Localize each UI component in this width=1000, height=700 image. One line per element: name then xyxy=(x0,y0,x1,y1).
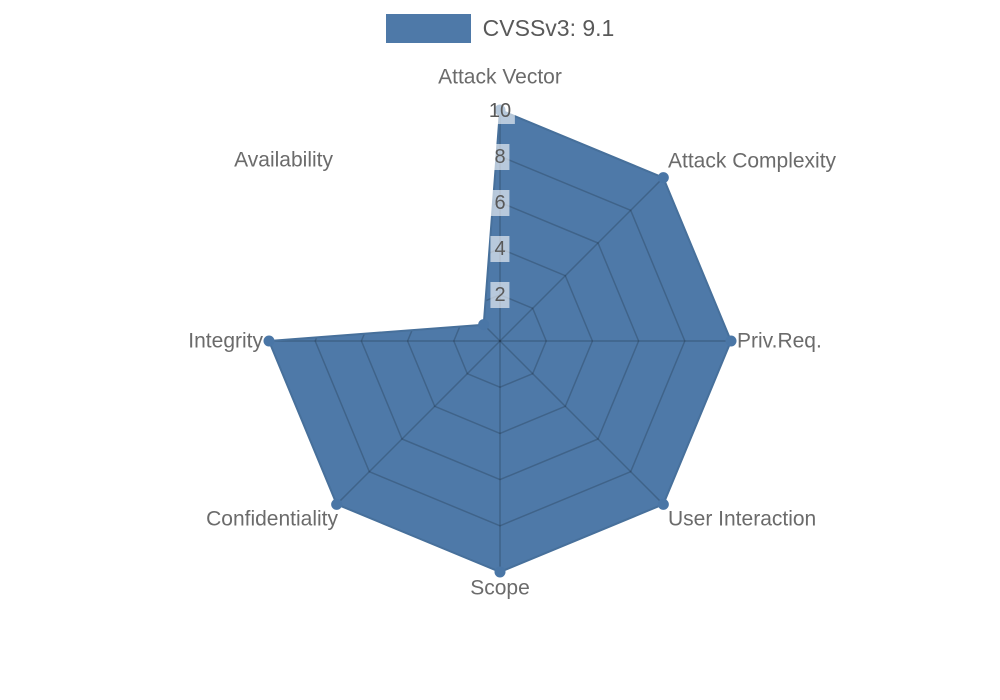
legend: CVSSv3: 9.1 xyxy=(0,14,1000,43)
axis-label-priv-req: Priv.Req. xyxy=(737,329,822,353)
tick-label-10: 10 xyxy=(484,98,516,124)
axis-label-availability: Availability xyxy=(234,148,333,172)
tick-label-4: 4 xyxy=(490,236,510,262)
axis-label-scope: Scope xyxy=(470,576,530,600)
axis-label-integrity: Integrity xyxy=(188,329,263,353)
axis-label-confidentiality: Confidentiality xyxy=(206,507,338,531)
tick-label-8: 8 xyxy=(490,144,510,170)
axis-label-attack-complexity: Attack Complexity xyxy=(668,149,837,173)
legend-label: CVSSv3: 9.1 xyxy=(482,15,615,41)
axis-label-user-interaction: User Interaction xyxy=(668,507,817,531)
tick-label-6: 6 xyxy=(490,190,510,216)
axis-label-attack-vector: Attack Vector xyxy=(438,65,562,89)
tick-label-2: 2 xyxy=(490,282,510,308)
legend-swatch xyxy=(385,14,471,43)
